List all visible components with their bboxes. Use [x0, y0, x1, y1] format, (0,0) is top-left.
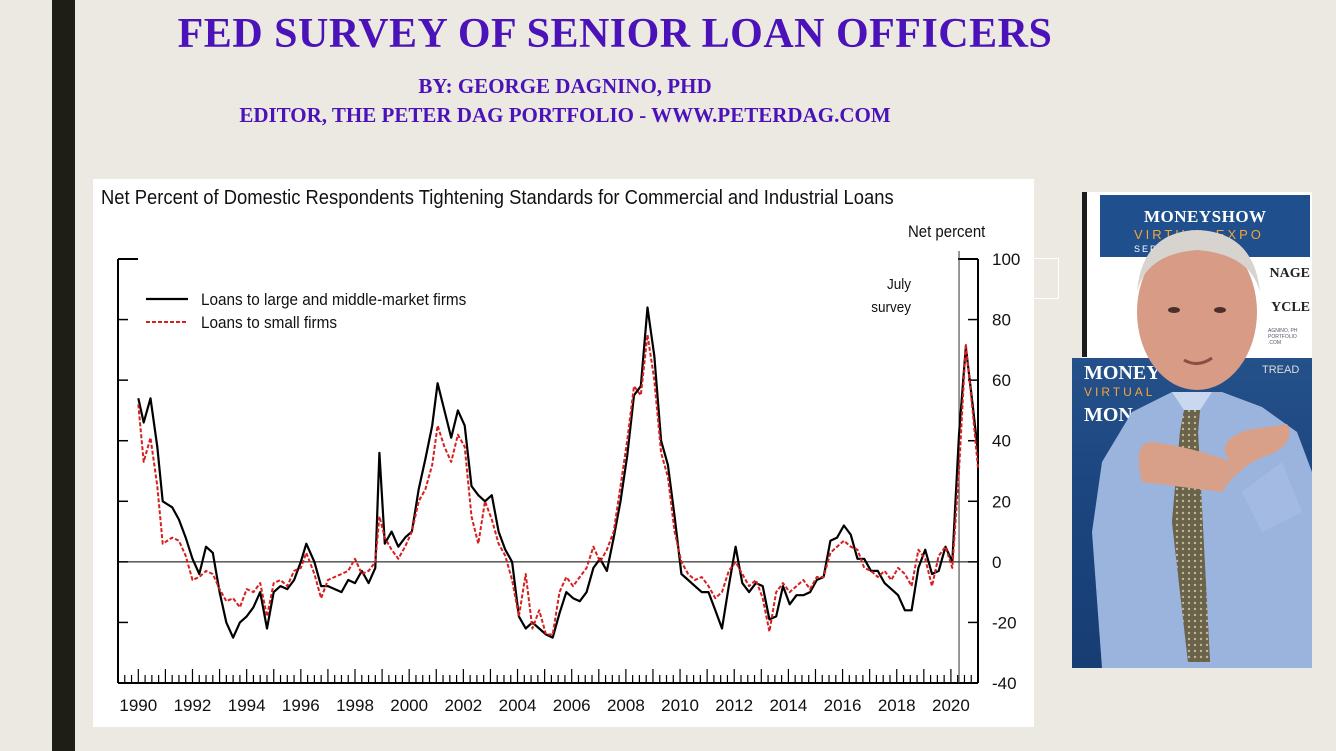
y-tick-label: 60 — [992, 371, 1011, 390]
x-tick-label: 2000 — [390, 696, 428, 715]
x-tick-label: 2006 — [553, 696, 591, 715]
y-tick-label: 80 — [992, 311, 1011, 330]
chart-svg: 100 80 60 40 20 0 -20 -40 1990 1992 1994 1996 1998 20… — [117, 250, 1020, 715]
y-axis-unit-label: Net percent — [908, 222, 986, 241]
y-tick-label: 20 — [992, 492, 1011, 511]
x-tick-label: 2014 — [769, 696, 807, 715]
y-tick-label: 100 — [992, 250, 1020, 269]
editor-line: EDITOR, THE PETER DAG PORTFOLIO - WWW.PE… — [239, 103, 891, 127]
x-tick-label: 2016 — [824, 696, 862, 715]
x-tick-label: 2010 — [661, 696, 699, 715]
photo-stand — [1082, 192, 1087, 357]
x-tick-label: 2012 — [715, 696, 753, 715]
x-tick-label: 2020 — [932, 696, 970, 715]
x-tick-label: 2004 — [499, 696, 537, 715]
chart-panel: 100 80 60 40 20 0 -20 -40 1990 1992 1994 1996 1998 20… — [93, 179, 1034, 727]
speaker-photo: MONEYSHOW VIRTUAL EXPO SEPT 2020 NAGE YC… — [1072, 192, 1312, 668]
x-tick-label: 2018 — [878, 696, 916, 715]
small-print: AGNINO, PH PORTFOLIO .COM — [1268, 328, 1298, 346]
annotation-line1: July — [886, 276, 911, 293]
x-tick-label: 2002 — [444, 696, 482, 715]
legend-label-small-firms: Loans to small firms — [201, 313, 338, 332]
x-tick-label: 1998 — [336, 696, 374, 715]
legend-label-large-firms: Loans to large and middle-market firms — [201, 290, 467, 309]
left-accent-bar — [52, 0, 75, 751]
y-tick-label: 40 — [992, 432, 1011, 451]
slide-title: FED SURVEY OF SENIOR LOAN OFFICERS — [177, 11, 1053, 57]
y-tick-label: -20 — [992, 613, 1017, 632]
side-text-2: YCLE — [1271, 300, 1310, 315]
decorative-frame — [1032, 258, 1059, 299]
x-tick-label: 1992 — [174, 696, 212, 715]
x-tick-label: 1994 — [228, 696, 266, 715]
speaker-figure — [1092, 230, 1312, 668]
x-tick-label: 2008 — [607, 696, 645, 715]
series-line-large-firms — [137, 306, 980, 639]
y-tick-label: 0 — [992, 553, 1001, 572]
x-tick-label: 1996 — [282, 696, 320, 715]
series-line-small-firms — [137, 333, 979, 636]
banner-low-word1: MONEY — [1084, 362, 1161, 384]
side-text-1: NAGE — [1269, 266, 1310, 281]
x-tick-label: 1990 — [119, 696, 157, 715]
chart-title: Net Percent of Domestic Respondents Tigh… — [101, 187, 894, 209]
banner-low-word2: VIRTUAL — [1084, 385, 1156, 399]
byline: BY: GEORGE DAGNINO, PHD — [418, 74, 712, 98]
annotation-line2: survey — [871, 299, 911, 316]
banner-low-word3: MON — [1084, 404, 1133, 426]
y-tick-label: -40 — [992, 674, 1017, 693]
banner-top-brand: MONEYSHOW — [1144, 207, 1267, 226]
banner-low-word4: TREAD — [1262, 364, 1300, 376]
